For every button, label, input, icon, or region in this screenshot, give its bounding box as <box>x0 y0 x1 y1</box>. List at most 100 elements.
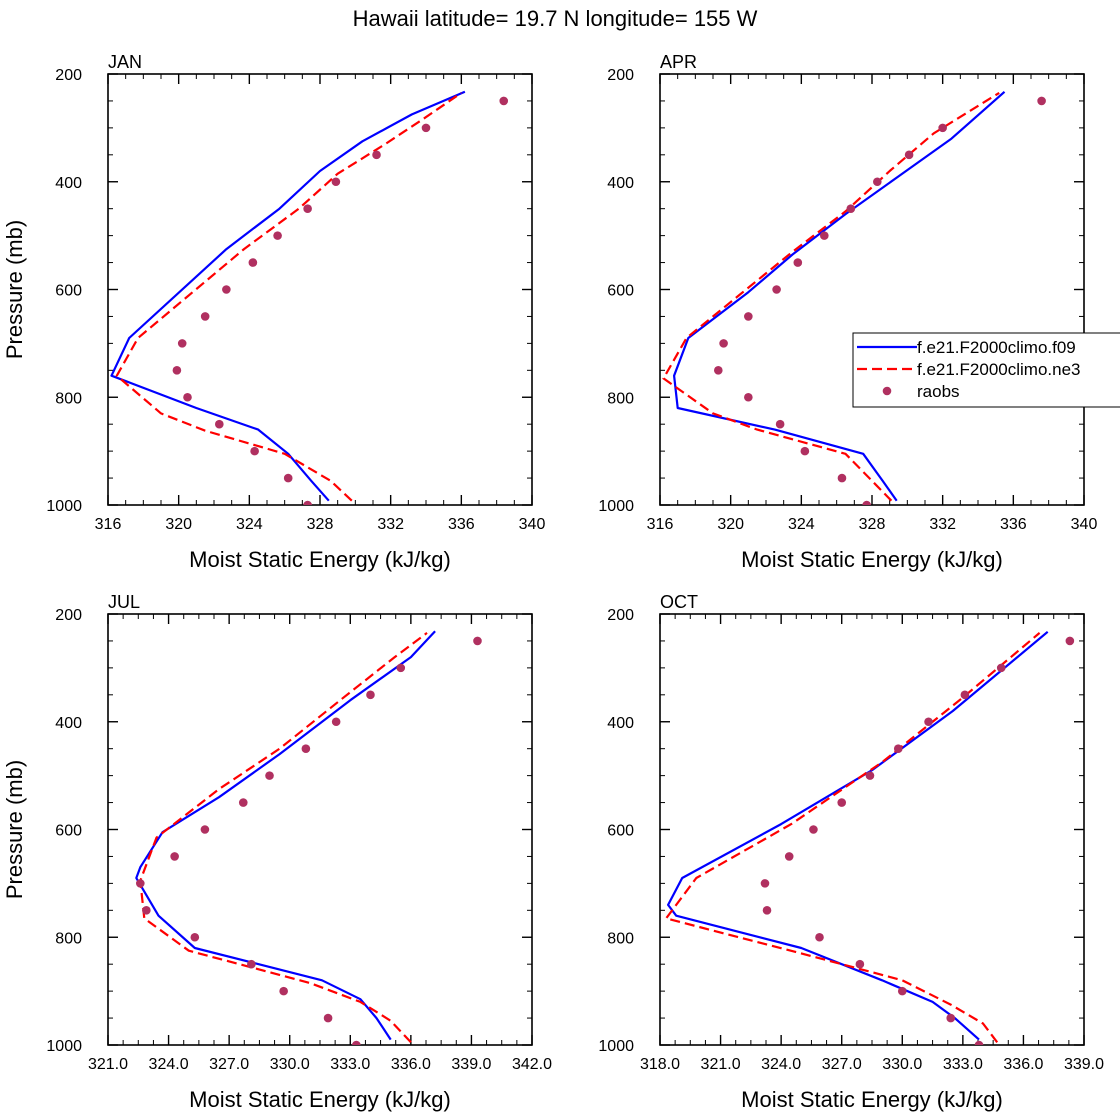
y-tick-label: 800 <box>607 390 634 407</box>
raobs-point <box>744 312 753 321</box>
panel-label: APR <box>660 52 697 72</box>
y-tick-label: 800 <box>55 390 82 407</box>
raobs-point <box>283 473 293 483</box>
raobs-point <box>1037 96 1046 106</box>
raobs-point <box>352 1040 361 1045</box>
raobs-point <box>366 690 375 700</box>
raobs-point <box>247 959 256 969</box>
legend-label: raobs <box>917 382 960 401</box>
raobs-point <box>960 690 970 700</box>
x-tick-label: 332 <box>377 516 404 533</box>
chart-panel-oct: OCT 318.0 321.0 324.0 327.0 330.0 333.0 336.0 33… <box>598 592 1104 1112</box>
x-tick-label: 316 <box>647 516 674 533</box>
raobs-point <box>372 150 381 160</box>
x-tick-label: 327.0 <box>822 1056 862 1073</box>
panel-label: JAN <box>108 52 142 72</box>
raobs-point <box>136 879 145 888</box>
raobs-point <box>775 419 785 429</box>
raobs-point <box>800 446 810 456</box>
raobs-point <box>303 500 312 505</box>
raobs-point <box>421 123 431 133</box>
plot-data <box>664 630 1075 1045</box>
raobs-point <box>846 204 856 213</box>
legend: f.e21.F2000climo.f09 f.e21.F2000climo.ne3… <box>852 332 1120 408</box>
x-tick-label: 324 <box>236 516 263 533</box>
x-tick-label: 328 <box>859 516 886 533</box>
x-tick-label: 336.0 <box>1003 1056 1043 1073</box>
y-axis-label: Pressure (mb) <box>2 760 27 899</box>
y-tick-label: 200 <box>607 67 634 84</box>
raobs-point <box>473 636 482 646</box>
x-tick-label: 336.0 <box>391 1056 431 1073</box>
legend-marker <box>882 386 892 396</box>
raobs-point <box>873 177 882 187</box>
x-tick-label: 324.0 <box>761 1056 801 1073</box>
raobs-point <box>855 959 865 969</box>
x-tick-label: 336 <box>448 516 475 533</box>
raobs-point <box>772 285 781 294</box>
x-tick-label: 339.0 <box>451 1056 491 1073</box>
raobs-point <box>183 392 192 402</box>
raobs-point <box>248 258 258 267</box>
chart-panel-jan: JAN 316 320 324 328 332 336 340 200 400 600 800 1000… <box>2 52 545 572</box>
y-tick-label: 400 <box>55 715 82 732</box>
raobs-point <box>762 906 772 915</box>
x-tick-label: 340 <box>519 516 546 533</box>
y-tick-label: 200 <box>55 607 82 624</box>
raobs-point <box>323 1013 333 1023</box>
raobs-point <box>190 932 200 942</box>
legend-body: f.e21.F2000climo.f09 f.e21.F2000climo.ne3… <box>852 332 1120 408</box>
x-tick-label: 321.0 <box>88 1056 128 1073</box>
panel-label: OCT <box>660 592 698 612</box>
raobs-point <box>331 177 341 187</box>
y-tick-label: 400 <box>607 175 634 192</box>
legend-label: f.e21.F2000climo.f09 <box>917 338 1076 357</box>
raobs-point <box>946 1013 956 1023</box>
legend-box <box>852 332 1120 408</box>
plot-data <box>135 630 482 1045</box>
y-tick-label: 1000 <box>598 498 634 515</box>
chart-panel-apr: APR 316 320 324 328 332 336 340 200 400 600 800 1000… <box>598 52 1097 572</box>
raobs-point <box>301 744 311 753</box>
raobs-point <box>250 446 259 456</box>
x-tick-label: 330.0 <box>270 1056 310 1073</box>
raobs-point <box>200 312 210 321</box>
raobs-point <box>142 906 151 915</box>
raobs-point <box>938 123 947 133</box>
raobs-point <box>303 204 312 213</box>
figure-title: Hawaii latitude= 19.7 N longitude= 155 W <box>353 6 758 31</box>
raobs-point <box>238 798 248 807</box>
raobs-point <box>904 150 914 160</box>
raobs-point <box>265 771 274 780</box>
x-tick-label: 324 <box>788 516 815 533</box>
x-tick-label: 339.0 <box>1064 1056 1104 1073</box>
raobs-point <box>177 339 187 348</box>
panels-container: JAN 316 320 324 328 332 336 340 200 400 600 800 1000… <box>2 52 1104 1112</box>
raobs-point <box>273 231 282 240</box>
raobs-point <box>331 717 341 727</box>
series-line-ne3 <box>662 91 1000 502</box>
x-tick-label: 320 <box>165 516 192 533</box>
x-tick-label: 318.0 <box>640 1056 680 1073</box>
y-tick-label: 400 <box>607 715 634 732</box>
raobs-point <box>499 96 509 106</box>
raobs-point <box>809 825 818 834</box>
raobs-point <box>714 366 723 375</box>
raobs-point <box>170 852 179 861</box>
y-tick-label: 600 <box>55 283 82 300</box>
raobs-point <box>893 744 903 753</box>
raobs-point <box>215 419 224 429</box>
x-tick-label: 333.0 <box>943 1056 983 1073</box>
raobs-point <box>744 392 753 402</box>
series-line-f09 <box>672 90 1006 502</box>
plot-frame <box>659 73 1085 506</box>
series-line-f09 <box>110 90 466 502</box>
y-tick-label: 600 <box>607 283 634 300</box>
y-tick-label: 600 <box>607 823 634 840</box>
x-tick-label: 333.0 <box>330 1056 370 1073</box>
raobs-point <box>837 473 847 483</box>
y-tick-label: 200 <box>607 607 634 624</box>
x-axis-label: Moist Static Energy (kJ/kg) <box>741 547 1003 572</box>
raobs-point <box>996 663 1006 673</box>
raobs-point <box>396 663 406 673</box>
